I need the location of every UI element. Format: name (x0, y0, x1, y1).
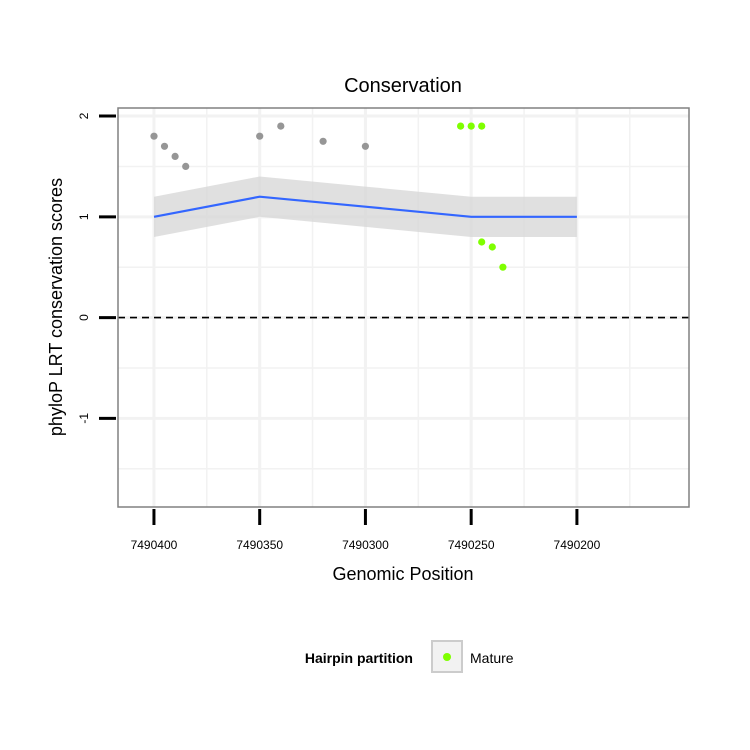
x-axis-title: Genomic Position (332, 564, 473, 584)
plot-area (117, 107, 690, 508)
legend-swatch-mature (443, 653, 451, 661)
mature-point (478, 238, 486, 246)
y-tick-label: -1 (77, 413, 91, 424)
mature-point (467, 122, 475, 130)
x-tick-label: 7490250 (448, 538, 495, 552)
x-tick-label: 7490200 (554, 538, 601, 552)
y-axis-title: phyloP LRT conservation scores (46, 178, 66, 436)
smooth-line (153, 195, 577, 218)
mature-point (488, 243, 496, 251)
data-point (319, 137, 327, 145)
y-tick-label: 2 (77, 112, 91, 119)
data-point (256, 132, 264, 140)
axes: 7490400 7490350 7490300 7490250 7490200 -1 0 1 2 (77, 112, 601, 552)
legend: Hairpin partition Mature (305, 640, 514, 673)
data-point (171, 152, 179, 160)
mature-point (478, 122, 486, 130)
data-point (277, 122, 285, 130)
x-tick-label: 7490400 (131, 538, 178, 552)
data-point (150, 132, 158, 140)
legend-title: Hairpin partition (305, 650, 413, 666)
data-point (361, 142, 369, 150)
panel-border (117, 107, 690, 508)
mature-point (499, 263, 507, 271)
y-tick-label: 0 (77, 314, 91, 321)
data-point (160, 142, 169, 150)
y-tick-label: 1 (77, 213, 91, 220)
x-tick-label: 7490300 (342, 538, 389, 552)
legend-label-mature: Mature (470, 650, 514, 666)
data-point (182, 162, 190, 170)
x-tick-label: 7490350 (236, 538, 283, 552)
mature-point (457, 122, 465, 130)
chart-title: Conservation (344, 75, 462, 97)
